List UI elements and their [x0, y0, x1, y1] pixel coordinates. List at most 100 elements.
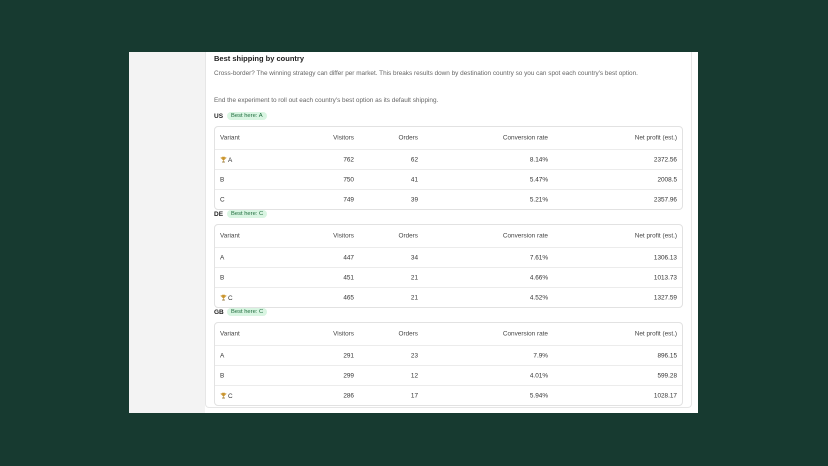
column-header: Variant	[220, 134, 240, 142]
data-cell: 299	[343, 372, 354, 379]
data-cell: 4.01%	[529, 372, 548, 379]
data-cell: 2372.56	[653, 156, 677, 163]
country-code: GB	[214, 309, 224, 316]
column-header: Variant	[220, 232, 240, 240]
data-cell: 599.28	[657, 372, 677, 379]
country-code: US	[214, 113, 224, 120]
data-cell: 4.66%	[529, 274, 548, 281]
table-row: B 451 21 4.66% 1013.73	[215, 267, 682, 287]
table-row: A 762 62 8.14% 2372.56	[215, 149, 682, 169]
data-cell: 5.47%	[529, 176, 548, 183]
column-header: Net profit (est.)	[634, 232, 677, 240]
variant-label: A	[228, 156, 233, 164]
variant-cell: C	[220, 392, 233, 400]
data-cell: 34	[410, 254, 418, 261]
variant-label: B	[220, 176, 225, 183]
variant-cell: B	[220, 274, 224, 281]
column-header: Visitors	[333, 232, 354, 240]
column-header: Visitors	[333, 330, 354, 338]
variant-cell: B	[220, 176, 224, 183]
data-cell: 749	[343, 196, 354, 203]
variant-label: B	[220, 372, 225, 379]
data-cell: 2357.96	[653, 196, 677, 203]
variant-cell: B	[220, 372, 224, 379]
data-cell: 7.61%	[529, 254, 548, 261]
variant-cell: A	[220, 156, 232, 164]
variant-label: C	[228, 294, 233, 302]
sidebar	[129, 52, 205, 413]
trophy-icon	[220, 156, 228, 164]
section-title: Best shipping by country	[214, 54, 305, 63]
trophy-icon	[220, 294, 228, 302]
data-cell: 21	[410, 294, 418, 301]
data-cell: 465	[343, 294, 354, 301]
table-row: A 447 34 7.61% 1306.13	[215, 247, 682, 267]
panel: Best shipping by country Cross-border? T…	[129, 52, 698, 413]
variant-cell: C	[220, 196, 225, 203]
data-cell: 5.21%	[529, 196, 548, 203]
variant-label: A	[220, 254, 225, 261]
column-header: Orders	[398, 330, 418, 338]
data-cell: 896.15	[657, 352, 677, 359]
data-cell: 23	[410, 352, 418, 359]
best-badge: Best here: A	[227, 112, 267, 120]
variant-label: C	[220, 196, 225, 203]
variant-cell: C	[220, 294, 233, 302]
data-cell: 8.14%	[529, 156, 548, 163]
results-table: Variant Visitors Orders Conversion rate Net …	[214, 224, 683, 308]
data-cell: 41	[410, 176, 418, 183]
data-cell: 21	[410, 274, 418, 281]
best-badge: Best here: C	[227, 210, 268, 218]
column-header: Conversion rate	[502, 134, 548, 142]
table-row: C 749 39 5.21% 2357.96	[215, 189, 682, 209]
data-cell: 750	[343, 176, 354, 183]
data-cell: 286	[343, 392, 354, 399]
data-cell: 62	[410, 156, 418, 163]
data-cell: 762	[343, 156, 354, 163]
header-row: Variant Visitors Orders Conversion rate Net …	[215, 323, 682, 345]
column-header: Orders	[398, 232, 418, 240]
data-cell: 12	[410, 372, 418, 379]
data-cell: 4.52%	[529, 294, 548, 301]
country-code: DE	[214, 211, 224, 218]
paragraph: Cross-border? The winning strategy can d…	[214, 70, 638, 77]
data-cell: 447	[343, 254, 354, 261]
column-header: Orders	[398, 134, 418, 142]
variant-label: A	[220, 352, 225, 359]
column-header: Net profit (est.)	[634, 330, 677, 338]
best-badge: Best here: C	[227, 308, 268, 316]
data-cell: 7.9%	[533, 352, 548, 359]
data-cell: 291	[343, 352, 354, 359]
column-header: Conversion rate	[502, 330, 548, 338]
column-header: Conversion rate	[502, 232, 548, 240]
table-row: B 299 12 4.01% 599.28	[215, 365, 682, 385]
results-table: Variant Visitors Orders Conversion rate Net …	[214, 126, 683, 210]
column-header: Visitors	[333, 134, 354, 142]
data-cell: 39	[410, 196, 418, 203]
results-table: Variant Visitors Orders Conversion rate Net …	[214, 322, 683, 406]
data-cell: 1306.13	[653, 254, 677, 261]
column-header: Net profit (est.)	[634, 134, 677, 142]
variant-cell: A	[220, 254, 224, 261]
data-cell: 451	[343, 274, 354, 281]
variant-label: B	[220, 274, 225, 281]
column-header: Variant	[220, 330, 240, 338]
data-cell: 1028.17	[653, 392, 677, 399]
data-cell: 1327.59	[653, 294, 677, 301]
table-row: C 465 21 4.52% 1327.59	[215, 287, 682, 307]
data-cell: 2008.5	[657, 176, 677, 183]
data-cell: 5.94%	[529, 392, 548, 399]
header-row: Variant Visitors Orders Conversion rate Net …	[215, 225, 682, 247]
trophy-icon	[220, 392, 228, 400]
header-row: Variant Visitors Orders Conversion rate Net …	[215, 127, 682, 149]
table-row: B 750 41 5.47% 2008.5	[215, 169, 682, 189]
table-row: A 291 23 7.9% 896.15	[215, 345, 682, 365]
data-cell: 17	[410, 392, 418, 399]
paragraph: End the experiment to roll out each coun…	[214, 97, 439, 104]
variant-cell: A	[220, 352, 224, 359]
content: Best shipping by country Cross-border? T…	[205, 52, 692, 408]
variant-label: C	[228, 392, 233, 400]
table-row: C 286 17 5.94% 1028.17	[215, 385, 682, 405]
data-cell: 1013.73	[653, 274, 677, 281]
